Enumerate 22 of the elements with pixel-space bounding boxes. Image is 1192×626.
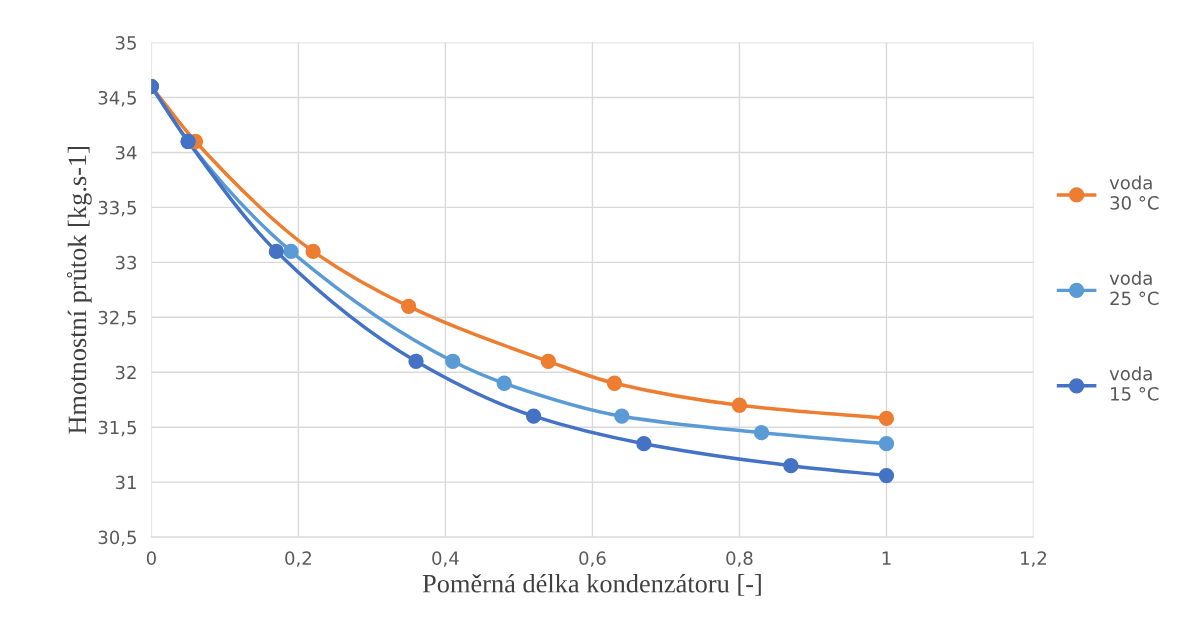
y-tick-label: 31,5 — [98, 420, 136, 437]
legend-label: voda 25 °C — [1109, 270, 1159, 306]
y-tick-label: 32 — [115, 365, 136, 380]
y-tick-label: 34,5 — [98, 90, 136, 107]
y-tick-label: 32,5 — [98, 310, 136, 327]
y-tick-label: 35 — [115, 36, 136, 50]
y-tick-label: 34 — [115, 145, 137, 160]
y-tick-label: 30,5 — [98, 530, 136, 547]
x-tick-label: 0,6 — [579, 551, 606, 567]
x-tick-label: 1,2 — [1021, 551, 1047, 567]
y-tick-label: 31 — [115, 475, 136, 490]
x-tick-label: 0 — [146, 551, 156, 565]
y-tick-label: 33,5 — [98, 200, 136, 217]
x-tick-label: 0,2 — [285, 551, 311, 567]
legend-label: voda 30 °C — [1109, 175, 1159, 210]
x-axis-title: Poměrná délka kondenzátoru [-] — [422, 573, 761, 596]
y-axis-title: Hmotnostní průtok [kg.s-1] — [66, 147, 92, 434]
x-tick-label: 1 — [882, 551, 891, 565]
x-tick-label: 0,8 — [726, 551, 753, 567]
y-tick-label: 33 — [115, 255, 137, 270]
x-tick-label: 0,4 — [432, 551, 459, 567]
legend-label: voda 15 °C — [1109, 366, 1159, 401]
